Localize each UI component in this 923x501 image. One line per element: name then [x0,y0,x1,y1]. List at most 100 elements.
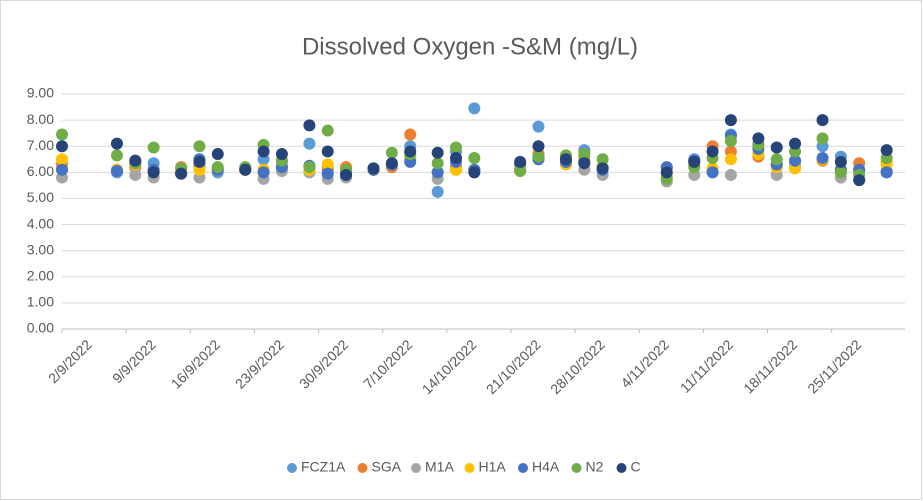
data-point [834,155,847,168]
data-point [257,166,270,179]
y-tick-label: 1.00 [27,294,54,310]
data-point [147,166,160,179]
data-point [321,167,334,180]
legend-marker [357,463,368,473]
data-point [431,146,444,159]
data-point [514,155,527,168]
legend-label: H1A [479,459,507,475]
data-point [853,174,866,187]
data-point [578,148,591,161]
legend-marker [287,463,297,473]
data-point [257,145,270,158]
data-point [110,165,123,178]
data-point [303,119,316,132]
legend-label: N2 [586,459,604,475]
data-point [56,140,68,153]
data-point [468,102,481,115]
data-point [129,168,142,181]
data-point [834,166,847,179]
data-point [367,162,380,175]
data-point [468,166,481,179]
data-point [752,132,765,145]
legend-label: M1A [425,459,454,475]
data-point [816,132,829,145]
data-point [431,166,444,179]
data-point [706,145,719,158]
data-point [789,137,802,150]
data-point [239,163,252,176]
data-point [385,146,398,159]
data-point [110,149,123,162]
legend-label: C [631,459,641,475]
data-point [321,158,334,171]
data-point [596,153,609,166]
y-tick-label: 6.00 [27,163,54,179]
data-point [404,145,417,158]
y-tick-label: 4.00 [27,215,54,231]
data-point [303,137,316,150]
data-point [321,145,334,158]
legend-marker [571,463,582,473]
data-point [450,151,463,164]
data-point [532,150,545,163]
data-point [340,168,353,181]
data-point [532,120,545,133]
y-tick-label: 5.00 [27,189,54,205]
data-point [404,128,417,141]
data-point [56,163,68,176]
y-tick-label: 2.00 [27,267,54,283]
legend-marker [518,463,528,473]
data-point [789,154,802,167]
data-point [724,168,737,181]
data-point [816,151,829,164]
data-point [193,155,206,168]
data-point [385,157,398,170]
data-point [770,153,783,166]
legend-marker [411,463,421,473]
data-point [56,153,68,166]
data-point [175,167,188,180]
data-point [578,157,591,170]
data-point [303,161,316,174]
data-point [816,114,829,127]
data-point [193,140,206,153]
data-point [147,141,160,154]
legend-label: SGA [372,459,402,475]
data-point [770,141,783,154]
data-point [724,135,737,147]
data-point [468,151,481,164]
y-tick-label: 3.00 [27,241,54,257]
y-tick-label: 0.00 [27,320,54,336]
legend-marker [464,463,475,473]
data-point [596,162,609,175]
chart-title: Dissolved Oxygen -S&M (mg/L) [302,33,638,60]
data-point [688,155,701,168]
data-point [275,148,288,161]
data-point [211,161,224,174]
y-tick-label: 8.00 [27,111,54,127]
data-point [660,166,673,179]
legend-label: H4A [532,459,560,475]
y-tick-label: 7.00 [27,137,54,153]
y-tick-label: 9.00 [27,85,54,101]
data-point [532,140,545,153]
data-point [450,141,463,154]
data-point [431,185,444,198]
data-point [56,128,68,141]
data-point [129,154,142,167]
data-point [880,144,893,157]
data-point [431,157,444,170]
data-point [559,153,572,166]
data-point [706,166,719,179]
legend-label: FCZ1A [301,459,346,475]
data-point [211,148,224,161]
data-point [514,165,527,178]
data-point [880,166,893,179]
data-point [724,114,737,127]
data-point [724,153,737,166]
data-point [110,137,123,150]
data-point [321,124,334,137]
legend-marker [616,463,627,473]
